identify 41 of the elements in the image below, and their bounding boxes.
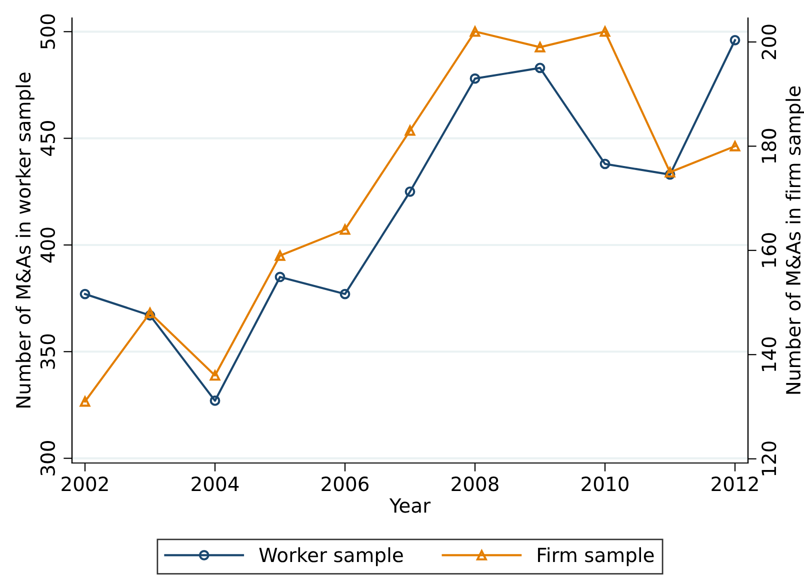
point [80,288,90,300]
y-tick-label: 500 [40,14,56,49]
y2-axis-title: Number of M&As in firm sample [786,86,804,394]
point [470,26,480,37]
y-tick-label: 400 [40,228,56,263]
point [210,395,220,406]
point [404,125,416,136]
point [664,167,676,178]
legend-label: Firm sample [538,547,654,566]
point [80,396,90,407]
point [210,370,220,381]
y-tick-label: 300 [40,441,56,476]
y-tick-label: 350 [40,334,56,369]
x-tick-label: 2010 [582,476,628,492]
point [404,186,416,197]
y2-tick-label: 200 [762,24,776,60]
legend-label: Worker sample [259,547,403,566]
y2-tick-label: 160 [762,233,776,267]
y-tick-label: 450 [40,121,56,156]
y2-tick-label: 120 [762,442,776,476]
point [730,34,740,46]
point [534,42,546,52]
point [600,158,610,170]
point [274,250,286,261]
x-tick-label: 2012 [712,476,758,492]
x-tick-label: 2008 [452,476,498,492]
y2-tick-label: 140 [762,337,776,372]
x-tick-label: 2004 [192,476,239,492]
point [144,308,156,318]
point [534,62,546,74]
point [340,288,350,300]
y2-tick-label: 180 [762,128,776,163]
x-axis-title: Year [389,498,431,513]
y-axis-title: Number of M&As in worker sample [16,72,34,408]
point [340,224,350,235]
point [470,73,480,84]
point [600,26,610,37]
point [274,272,286,282]
x-tick-label: 2006 [322,476,369,492]
x-tick-label: 2002 [62,476,108,492]
point [730,140,740,152]
